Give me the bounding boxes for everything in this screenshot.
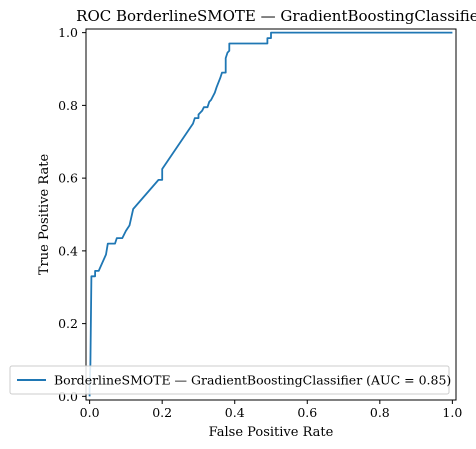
- y-tick-label: 1.0: [58, 25, 78, 40]
- x-axis-label: False Positive Rate: [209, 425, 334, 440]
- y-tick-label: 0.2: [58, 316, 78, 331]
- x-axis-ticks: 0.0 0.2 0.4 0.6 0.8 1.0: [80, 400, 462, 420]
- y-tick-label: 0.6: [58, 171, 78, 186]
- x-tick-label: 0.6: [297, 405, 317, 420]
- series-layer: [88, 31, 453, 397]
- y-axis-label: True Positive Rate: [37, 154, 52, 276]
- y-axis-ticks: 0.00.20.40.60.81.0: [58, 25, 86, 404]
- x-tick-label: 0.8: [370, 405, 390, 420]
- x-tick-label: 0.2: [152, 405, 172, 420]
- legend-box: [9, 365, 450, 395]
- legend-label: BorderlineSMOTE — GradientBoostingClassi…: [54, 373, 451, 388]
- axes-frame: [85, 28, 457, 401]
- plot-area: 0.0 0.2 0.4 0.6 0.8 1.0 0.0 0.2 0.4 0.6 0.8 1.0: [58, 25, 462, 420]
- x-tick-label: 1.0: [442, 405, 462, 420]
- roc-curve-line: [88, 31, 453, 397]
- legend: BorderlineSMOTE — GradientBoostingClassi…: [9, 365, 451, 395]
- y-tick-label: 0.4: [58, 243, 78, 258]
- y-tick-label: 0.8: [58, 98, 78, 113]
- x-tick-label: 0.0: [80, 405, 100, 420]
- x-tick-label: 0.4: [225, 405, 245, 420]
- chart-title: ROC BorderlineSMOTE — GradientBoostingCl…: [76, 7, 476, 25]
